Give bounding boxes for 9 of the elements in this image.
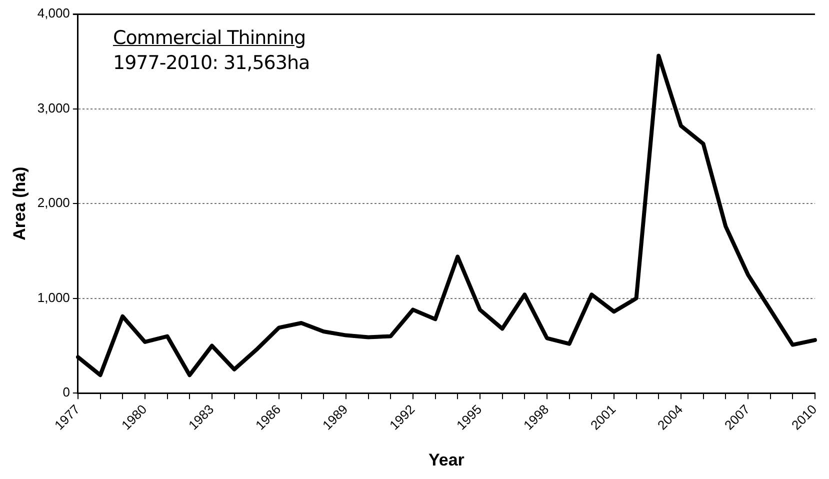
y-tick-label: 2,000 <box>37 195 70 210</box>
y-tick-label: 1,000 <box>37 290 70 305</box>
text: 1977-2010: 31,563ha <box>113 52 310 74</box>
x-axis-title: Year <box>428 450 465 470</box>
y-tick-label: 0 <box>62 384 70 400</box>
y-tick-label: 4,000 <box>37 6 70 21</box>
text: Commercial Thinning <box>113 27 306 49</box>
y-axis-title: Area (ha) <box>10 166 29 240</box>
y-tick-label: 3,000 <box>37 100 70 116</box>
